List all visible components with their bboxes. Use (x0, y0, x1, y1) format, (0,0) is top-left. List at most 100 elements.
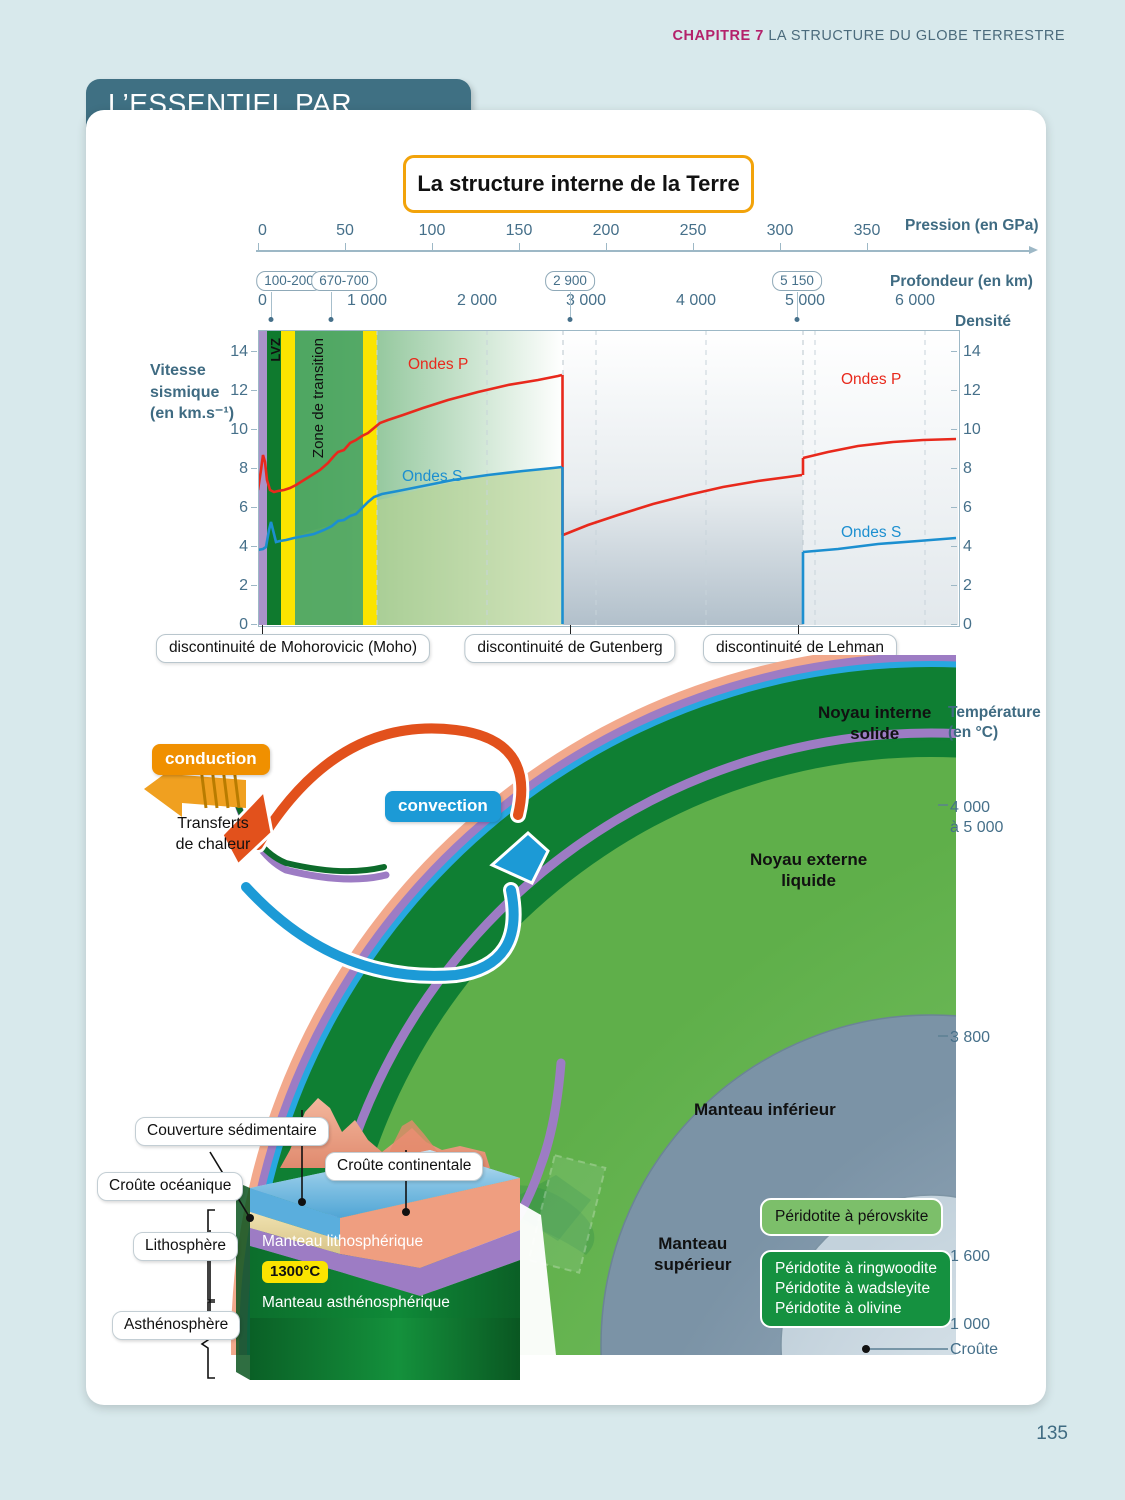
label-outer-core: Noyau externe liquide (750, 850, 867, 891)
wave-label-p-mantle: Ondes P (408, 356, 469, 373)
density-tick-8: 8 (963, 460, 972, 477)
lithospheric-mantle (250, 1246, 520, 1318)
zone-lithosphere-strip (267, 330, 281, 625)
label-asthenosphere: Asthénosphère (112, 1311, 241, 1340)
velocity-tick-4: 4 (239, 538, 248, 555)
discontinuity-lehman: discontinuité de Lehman (702, 634, 898, 663)
wave-label-s-core: Ondes S (841, 524, 902, 541)
density-tick-12: 12 (963, 382, 981, 399)
depth-callout-dot-2 (328, 317, 334, 322)
temperature-axis-label-l1: Température (948, 704, 1041, 721)
heat-transfer-label: Transferts de chaleur (158, 814, 268, 856)
temperature-tick-1000: 1 000 (950, 1316, 991, 1333)
temperature-axis-label-l2: (en °C) (948, 724, 999, 742)
zone-lvz-strip (281, 330, 295, 625)
label-lithospheric-mantle: Manteau lithosphérique (262, 1233, 424, 1250)
pressure-tick-250: 250 (679, 222, 707, 239)
pressure-tickmark-100 (432, 243, 434, 252)
zone-crust-strip (258, 330, 267, 625)
velocity-tick-14: 14 (230, 343, 248, 360)
page-number: 135 (1036, 1423, 1068, 1444)
discontinuity-gutenberg: discontinuité de Gutenberg (464, 634, 676, 663)
chapter-number: CHAPITRE 7 (672, 28, 764, 44)
label-asthenospheric-mantle: Manteau asthénosphérique (262, 1294, 450, 1311)
velocity-axis-label-l2: sismique (150, 383, 220, 401)
zone-label-lvz: LVZ (268, 338, 283, 362)
temperature-axis-label: Température (en °C) (948, 703, 1041, 743)
figure-title: La structure interne de la Terre (403, 155, 754, 213)
label-lithosphere: Lithosphère (133, 1232, 239, 1261)
subducting-slab (501, 1175, 591, 1241)
density-tickmark-2 (951, 585, 957, 587)
label-continental-crust: Croûte continentale (325, 1152, 484, 1181)
label-inner-core-l2: solide (850, 723, 900, 743)
mountain-relief (280, 1098, 490, 1168)
mineral-box-perovskite: Péridotite à pérovskite (760, 1198, 944, 1237)
convection-tag: convection (385, 791, 501, 822)
p-wave-inner-core-curve (802, 437, 957, 460)
moho-wedge (340, 1230, 520, 1296)
depth-tick-6000: 6 000 (894, 292, 936, 309)
density-tick-2: 2 (963, 577, 972, 594)
asthenosphere-bracket (200, 1301, 215, 1379)
density-tickmark-4 (951, 546, 957, 548)
conduction-arrowhead-icon (220, 787, 274, 868)
zone-label-transition: Zone de transition (310, 338, 327, 459)
depth-callout-stem-2 (331, 292, 333, 320)
seismic-plot-svg (258, 330, 958, 625)
mineral-ringwoodite: Péridotite à ringwoodite (775, 1260, 937, 1277)
velocity-tick-2: 2 (239, 577, 248, 594)
depth-callout-dot-1 (268, 317, 274, 322)
convection-arrowhead-icon (489, 830, 550, 885)
pressure-tick-200: 200 (592, 222, 620, 239)
pressure-tick-50: 50 (336, 222, 354, 239)
pressure-tick-150: 150 (505, 222, 533, 239)
pressure-tickmark-250 (693, 243, 695, 252)
depth-callout-stem-3 (570, 292, 572, 320)
density-tick-10: 10 (963, 421, 981, 438)
s-wave-mantle-curve (258, 465, 563, 552)
slab-highlight-box (527, 1154, 607, 1274)
depth-callout-stem-4 (797, 292, 799, 320)
depth-tick-1000: 1 000 (346, 292, 388, 309)
temperature-tick-4000-l1: 4 000 (950, 799, 991, 816)
velocity-tickmark-2 (251, 585, 257, 587)
velocity-tick-6: 6 (239, 499, 248, 516)
sediment-dot (298, 1198, 306, 1206)
density-tickmark-14 (951, 351, 957, 353)
velocity-tickmark-4 (251, 546, 257, 548)
label-outer-core-l1: Noyau externe (750, 850, 868, 869)
mineral-olivine: Péridotite à olivine (775, 1300, 902, 1318)
pressure-axis-arrow-icon (1029, 246, 1038, 254)
velocity-axis-label-l1: Vitesse (150, 362, 206, 379)
velocity-tickmark-14 (251, 351, 257, 353)
zone-asthenosphere-strip (295, 330, 363, 625)
heat-transfer-l2: de chaleur (175, 835, 251, 853)
velocity-axis-label-l3: (en km.s⁻¹) (150, 405, 235, 423)
pressure-tick-100: 100 (418, 222, 446, 239)
depth-tick-3000: 3 000 (565, 292, 607, 309)
velocity-tickmark-8 (251, 468, 257, 470)
density-tick-4: 4 (963, 538, 972, 555)
temperature-tick-3800: 3 800 (950, 1029, 991, 1046)
seismic-velocity-plot (258, 330, 958, 625)
density-tickmark-10 (951, 429, 957, 431)
density-tick-6: 6 (963, 499, 972, 516)
oceanic-crust-dot (246, 1214, 254, 1222)
pressure-tickmark-200 (606, 243, 608, 252)
label-upper-mantle: Manteau supérieur (654, 1234, 731, 1275)
velocity-tick-0: 0 (239, 616, 248, 633)
continental-crust-dot (402, 1208, 410, 1216)
depth-axis-label: Profondeur (en km) (890, 273, 1033, 290)
continental-crust-wedge (340, 1178, 520, 1268)
plume-purple-stripe (513, 1058, 566, 1222)
wave-label-s-mantle: Ondes S (402, 468, 463, 485)
depth-callout-100-200: 100-200 (256, 271, 322, 291)
depth-tick-0: 0 (258, 292, 267, 309)
velocity-tick-8: 8 (239, 460, 248, 477)
depth-callout-670-700: 670-700 (311, 271, 377, 291)
heat-transfer-l1: Transferts (177, 815, 249, 832)
convection-arrows (220, 720, 550, 984)
temperature-tick-1600: 1 600 (950, 1248, 991, 1265)
